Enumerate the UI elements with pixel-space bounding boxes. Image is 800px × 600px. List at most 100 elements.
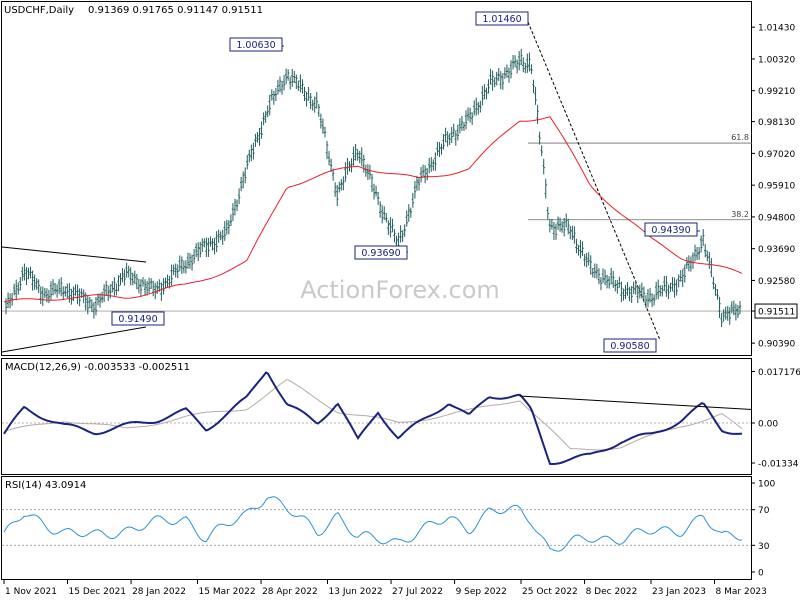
price-candle bbox=[712, 276, 715, 290]
price-candle bbox=[86, 296, 89, 315]
price-candle bbox=[546, 206, 550, 220]
price-candle bbox=[31, 270, 34, 291]
price-level-label: 1.00630 bbox=[229, 37, 284, 52]
price-candle bbox=[291, 68, 294, 87]
price-candle bbox=[448, 133, 451, 146]
price-level-label: 0.94390 bbox=[644, 222, 700, 237]
price-candle bbox=[111, 281, 114, 293]
price-candle bbox=[12, 283, 16, 296]
price-candle bbox=[724, 306, 727, 320]
price-candle bbox=[730, 301, 734, 314]
date-axis-label: 28 Jan 2022 bbox=[132, 587, 186, 597]
price-candle bbox=[704, 243, 707, 258]
price-candle bbox=[728, 307, 731, 325]
price-candle bbox=[176, 264, 179, 278]
price-candle bbox=[579, 239, 582, 259]
price-candle bbox=[481, 86, 484, 106]
price-candle bbox=[104, 280, 108, 296]
price-candle bbox=[683, 264, 686, 283]
date-axis-label: 9 Sep 2022 bbox=[456, 587, 507, 597]
price-candle bbox=[233, 198, 237, 216]
price-candle bbox=[734, 303, 738, 321]
price-candle bbox=[147, 277, 151, 294]
price-candle bbox=[616, 280, 619, 294]
price-candle bbox=[19, 276, 22, 291]
price-candle bbox=[573, 226, 576, 244]
price-candle bbox=[571, 225, 574, 241]
price-candle bbox=[650, 293, 654, 308]
price-candle bbox=[315, 92, 318, 109]
price-candle bbox=[268, 94, 271, 116]
price-label-box bbox=[644, 222, 698, 237]
price-candle bbox=[201, 238, 204, 253]
price-candle bbox=[299, 74, 302, 93]
price-candle bbox=[503, 67, 507, 79]
price-candle bbox=[560, 221, 564, 233]
price-candle bbox=[15, 279, 18, 301]
price-candle bbox=[665, 276, 668, 297]
price-candle bbox=[517, 51, 521, 71]
price-axis-label: 0.99210 bbox=[758, 87, 795, 97]
price-candle bbox=[387, 220, 390, 235]
price-candle bbox=[462, 122, 466, 132]
price-label-text: 0.93690 bbox=[361, 248, 400, 259]
price-candle bbox=[558, 217, 562, 232]
price-candle bbox=[231, 203, 235, 221]
price-candle bbox=[209, 236, 212, 247]
price-candle bbox=[27, 267, 30, 280]
price-candle bbox=[738, 301, 742, 315]
price-candle bbox=[401, 230, 404, 242]
price-candle bbox=[587, 252, 590, 266]
price-candle bbox=[477, 101, 480, 115]
price-candle bbox=[319, 113, 323, 129]
price-candle bbox=[64, 286, 67, 297]
price-candle bbox=[264, 110, 267, 123]
price-axis-label: 1.00320 bbox=[758, 55, 795, 65]
price-candle bbox=[51, 279, 55, 296]
price-candle bbox=[213, 238, 216, 255]
price-candle bbox=[117, 275, 120, 292]
current-price-box bbox=[754, 303, 798, 319]
price-candle bbox=[540, 145, 543, 156]
price-candle bbox=[149, 278, 153, 289]
price-candle bbox=[567, 218, 570, 235]
price-candle bbox=[589, 255, 592, 275]
price-candle bbox=[489, 68, 492, 85]
price-candle bbox=[513, 55, 517, 68]
price-candle bbox=[497, 67, 500, 81]
price-candle bbox=[244, 167, 247, 184]
date-axis-label: 15 Dec 2021 bbox=[69, 587, 127, 597]
price-candle bbox=[194, 243, 198, 258]
price-label-box bbox=[229, 37, 283, 52]
price-label-box bbox=[475, 11, 529, 26]
price-candle bbox=[473, 100, 476, 116]
price-candle bbox=[338, 181, 341, 193]
price-candle bbox=[423, 165, 427, 184]
price-candle bbox=[370, 174, 374, 193]
price-candle bbox=[254, 133, 257, 147]
price-candle bbox=[211, 238, 214, 251]
price-candle bbox=[430, 157, 433, 172]
price-candle bbox=[434, 152, 437, 171]
price-candle bbox=[6, 292, 10, 309]
price-candle bbox=[475, 97, 478, 116]
price-candle bbox=[446, 131, 449, 147]
price-candle bbox=[329, 158, 333, 173]
price-candle bbox=[33, 274, 36, 290]
price-candle bbox=[603, 269, 607, 286]
price-candle bbox=[618, 276, 621, 288]
price-candle bbox=[501, 73, 505, 90]
price-candle bbox=[595, 263, 599, 279]
price-candle bbox=[383, 206, 386, 221]
price-candle bbox=[381, 205, 384, 224]
price-candle bbox=[188, 253, 192, 269]
price-candle bbox=[280, 80, 284, 95]
rsi-axis-label: 70 bbox=[758, 506, 770, 516]
price-candle bbox=[190, 254, 194, 271]
price-candle bbox=[352, 146, 355, 166]
price-candle bbox=[669, 282, 672, 292]
price-candle bbox=[172, 264, 175, 276]
price-level-label: 0.93690 bbox=[354, 245, 408, 260]
price-label-text: 0.94390 bbox=[651, 225, 690, 236]
price-candle bbox=[450, 126, 453, 143]
